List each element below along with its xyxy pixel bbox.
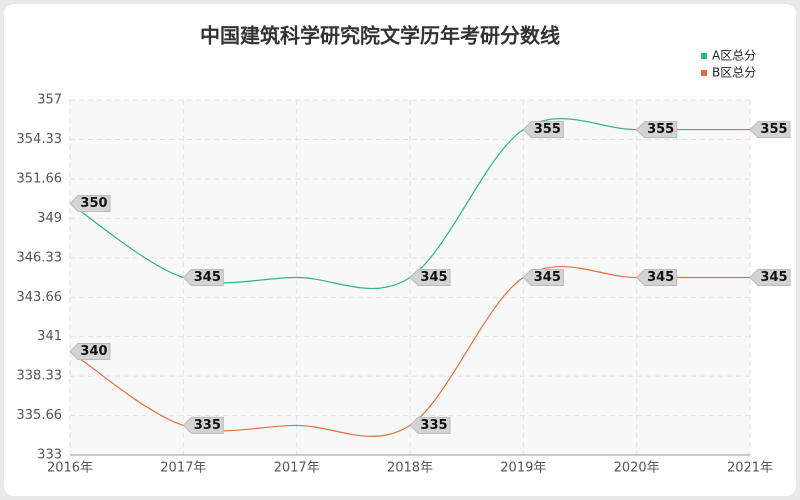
x-tick-label: 2019年 [500, 461, 546, 476]
data-label: 345 [534, 270, 561, 285]
y-tick-label: 338.33 [17, 369, 63, 384]
x-tick-label: 2020年 [614, 461, 660, 476]
x-tick-label: 2016年 [47, 461, 93, 476]
data-label-box [749, 269, 791, 286]
y-tick-label: 341 [37, 329, 62, 344]
data-label: 335 [194, 418, 221, 433]
y-tick-label: 343.66 [17, 290, 63, 305]
legend-label: B区总分 [712, 66, 756, 80]
data-label: 345 [647, 270, 674, 285]
y-tick-label: 333 [37, 448, 62, 463]
data-label-box [635, 269, 678, 286]
y-tick-label: 349 [37, 211, 62, 226]
y-tick-label: 346.33 [17, 250, 63, 265]
data-label-box [69, 342, 111, 360]
data-label-box [182, 269, 224, 286]
legend-label: A区总分 [712, 49, 756, 63]
data-label: 350 [80, 196, 107, 211]
data-label: 340 [80, 344, 107, 359]
x-tick-label: 2018年 [387, 461, 433, 476]
data-label-box [522, 121, 564, 139]
chart-title: 中国建筑科学研究院文学历年考研分数线 [200, 24, 560, 48]
data-label: 335 [420, 418, 447, 433]
legend-marker [701, 53, 707, 59]
data-label: 355 [760, 122, 787, 137]
data-label: 345 [420, 270, 447, 285]
data-label-box [409, 269, 451, 286]
data-label: 345 [194, 270, 221, 285]
x-tick-label: 2021年 [727, 461, 773, 476]
y-tick-label: 357 [37, 93, 62, 108]
x-tick-label: 2017年 [274, 461, 320, 476]
y-tick-label: 354.33 [17, 132, 63, 147]
x-tick-label: 2017年 [160, 461, 206, 476]
y-tick-label: 351.66 [17, 171, 63, 186]
legend-marker [701, 70, 707, 76]
data-label: 345 [760, 270, 787, 285]
data-label-box [635, 121, 678, 139]
data-label-box [409, 416, 451, 434]
data-label-box [749, 121, 791, 139]
data-label: 355 [647, 122, 674, 137]
data-label-box [522, 269, 564, 286]
data-label-box [182, 416, 224, 434]
y-tick-label: 335.66 [17, 408, 63, 423]
data-label: 355 [534, 122, 561, 137]
data-label-box [69, 195, 111, 213]
